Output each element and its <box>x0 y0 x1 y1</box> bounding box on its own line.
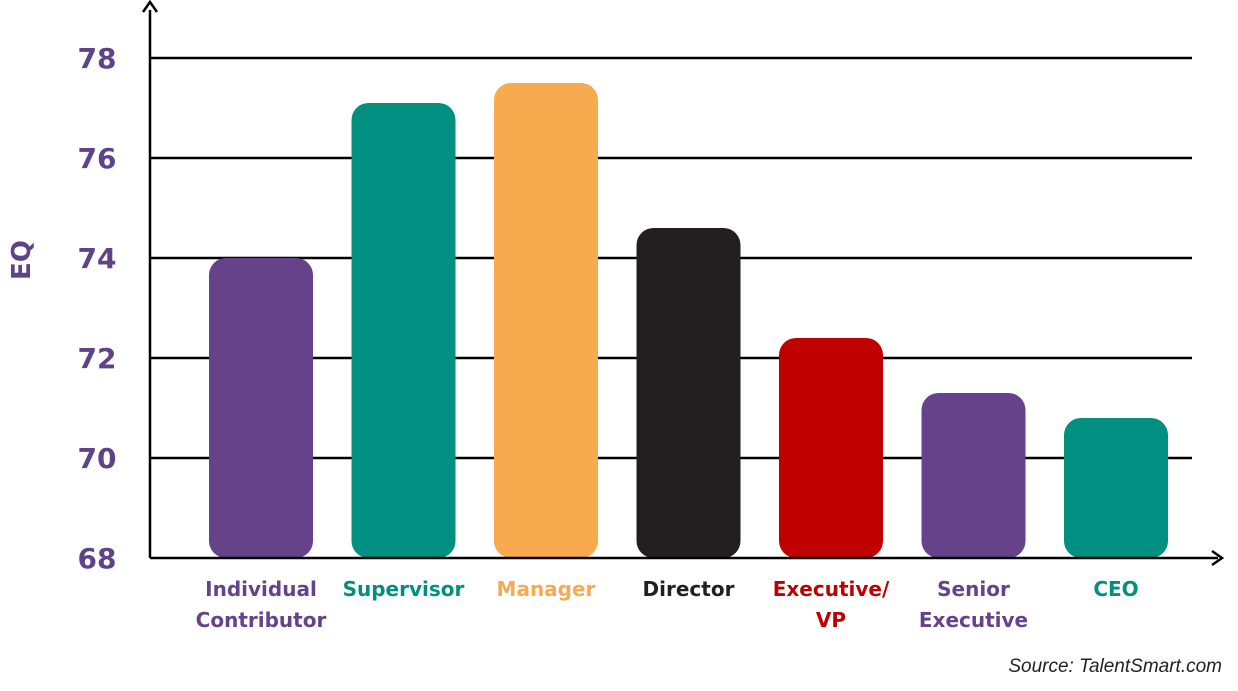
category-label: Executive <box>919 608 1028 632</box>
bar <box>636 228 741 558</box>
y-axis-label: EQ <box>7 240 37 280</box>
category-label: Senior <box>937 577 1010 601</box>
bar <box>921 393 1026 558</box>
category-label: Contributor <box>196 608 327 632</box>
category-label: Director <box>643 577 735 601</box>
category-label: Manager <box>497 577 596 601</box>
bar <box>351 103 456 558</box>
axes <box>141 0 1225 567</box>
category-label: Executive/ <box>773 577 890 601</box>
category-label: Supervisor <box>343 577 465 601</box>
category-label: VP <box>816 608 846 632</box>
y-tick-label: 78 <box>78 42 117 75</box>
bar <box>494 83 598 558</box>
y-tick-label: 68 <box>78 542 117 575</box>
bar <box>779 338 883 558</box>
source-note: Source: TalentSmart.com <box>1008 656 1222 677</box>
category-labels: Individual Contributor Supervisor Manager Di… <box>196 577 1139 632</box>
category-label: Individual <box>205 577 317 601</box>
y-tick-label: 72 <box>78 342 117 375</box>
x-axis-arrow-icon <box>1211 549 1225 567</box>
y-tick-label: 76 <box>78 142 117 175</box>
bar <box>209 258 313 558</box>
y-tick-label: 74 <box>78 242 117 275</box>
category-label: CEO <box>1093 577 1138 601</box>
bar <box>1064 418 1168 558</box>
bars <box>209 83 1168 558</box>
y-tick-labels: 68 70 72 74 76 78 <box>78 42 117 575</box>
y-tick-label: 70 <box>78 442 117 475</box>
y-axis-arrow-icon <box>141 0 159 13</box>
